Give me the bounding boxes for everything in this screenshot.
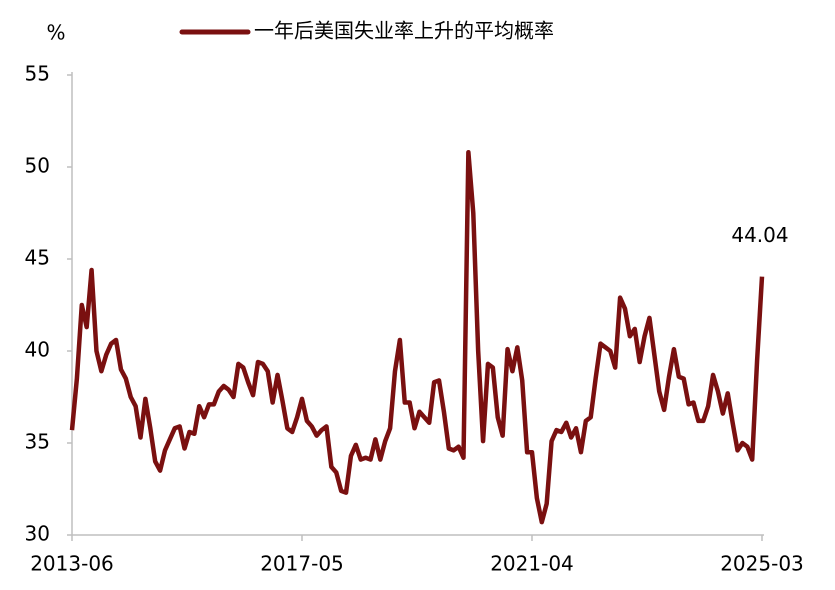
y-tick-label: 40 — [25, 338, 50, 362]
data-line — [69, 150, 765, 525]
y-tick-label: 55 — [25, 62, 50, 86]
x-tick-label: 2017-05 — [260, 552, 344, 576]
x-tick-label: 2025-03 — [720, 552, 804, 576]
y-tick-label: 35 — [25, 430, 50, 454]
y-tick-label: 50 — [25, 154, 50, 178]
data-label: 44.04 — [731, 223, 788, 247]
y-unit: % — [46, 21, 65, 45]
x-tick-label: 2021-04 — [490, 552, 574, 576]
y-tick-label: 45 — [25, 246, 50, 270]
x-tick-label: 2013-06 — [30, 552, 114, 576]
y-tick-label: 30 — [25, 522, 50, 546]
legend-label: 一年后美国失业率上升的平均概率 — [254, 19, 554, 43]
